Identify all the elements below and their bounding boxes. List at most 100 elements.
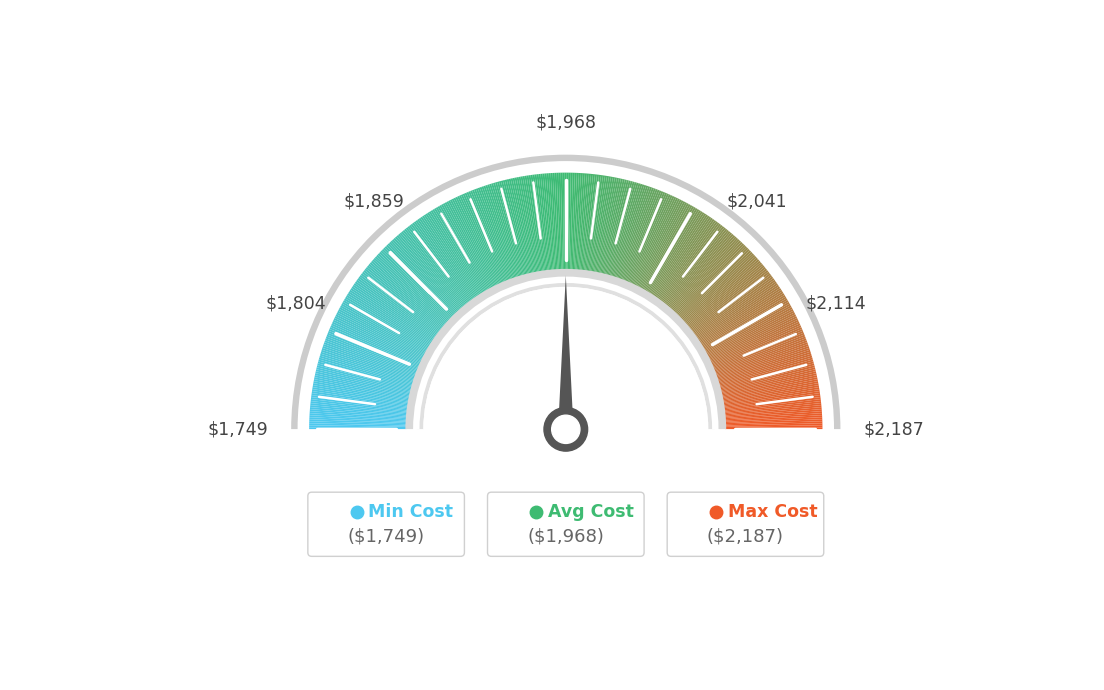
Wedge shape	[659, 221, 718, 301]
Wedge shape	[584, 175, 597, 271]
FancyBboxPatch shape	[488, 492, 644, 556]
Wedge shape	[328, 331, 418, 369]
Wedge shape	[593, 177, 611, 273]
Wedge shape	[725, 427, 822, 429]
Wedge shape	[407, 226, 468, 304]
Wedge shape	[669, 234, 733, 309]
Wedge shape	[417, 219, 475, 299]
Wedge shape	[591, 176, 607, 273]
Wedge shape	[421, 217, 477, 298]
Wedge shape	[507, 179, 530, 275]
Wedge shape	[713, 333, 805, 371]
Wedge shape	[654, 215, 710, 297]
Wedge shape	[364, 268, 442, 331]
Wedge shape	[365, 267, 443, 330]
Wedge shape	[681, 253, 754, 321]
Wedge shape	[479, 187, 513, 279]
Wedge shape	[478, 188, 512, 280]
Wedge shape	[677, 245, 745, 315]
Wedge shape	[331, 324, 421, 365]
Wedge shape	[575, 173, 583, 270]
Circle shape	[552, 415, 580, 444]
Wedge shape	[652, 215, 708, 297]
Wedge shape	[665, 228, 728, 306]
Wedge shape	[332, 319, 422, 362]
Wedge shape	[709, 318, 798, 362]
Wedge shape	[476, 188, 511, 280]
Wedge shape	[392, 239, 459, 312]
Wedge shape	[719, 355, 813, 385]
Wedge shape	[645, 206, 694, 291]
Wedge shape	[376, 255, 449, 322]
Wedge shape	[563, 172, 565, 270]
Wedge shape	[450, 199, 495, 287]
Wedge shape	[546, 173, 555, 270]
Wedge shape	[325, 340, 416, 375]
Wedge shape	[351, 286, 434, 342]
Wedge shape	[724, 415, 822, 422]
Wedge shape	[388, 243, 456, 315]
Wedge shape	[404, 228, 467, 306]
Wedge shape	[702, 297, 786, 348]
Wedge shape	[403, 230, 466, 306]
Wedge shape	[627, 193, 667, 283]
Wedge shape	[722, 385, 819, 403]
Wedge shape	[597, 178, 619, 274]
Wedge shape	[355, 279, 436, 337]
Wedge shape	[340, 306, 426, 353]
Wedge shape	[424, 215, 479, 297]
Wedge shape	[439, 205, 488, 291]
Wedge shape	[683, 256, 756, 323]
Wedge shape	[367, 266, 444, 328]
Wedge shape	[320, 354, 414, 384]
Wedge shape	[648, 210, 701, 294]
Wedge shape	[327, 333, 418, 371]
Wedge shape	[350, 288, 433, 343]
Wedge shape	[603, 179, 627, 275]
Wedge shape	[524, 176, 541, 273]
Wedge shape	[595, 177, 615, 273]
Wedge shape	[705, 306, 792, 353]
Wedge shape	[716, 348, 810, 380]
Wedge shape	[689, 267, 766, 330]
Wedge shape	[532, 175, 546, 271]
Wedge shape	[713, 335, 805, 372]
Wedge shape	[422, 215, 478, 297]
Wedge shape	[311, 397, 407, 411]
Wedge shape	[352, 285, 434, 341]
Wedge shape	[333, 318, 423, 362]
Wedge shape	[347, 293, 431, 346]
Wedge shape	[688, 264, 763, 328]
Wedge shape	[724, 411, 822, 420]
Wedge shape	[715, 344, 808, 377]
Wedge shape	[587, 175, 603, 272]
Wedge shape	[406, 270, 725, 429]
Wedge shape	[360, 275, 438, 335]
Wedge shape	[660, 222, 720, 302]
Wedge shape	[721, 375, 817, 397]
Wedge shape	[512, 178, 534, 274]
Wedge shape	[680, 250, 751, 319]
Text: ($2,187): ($2,187)	[707, 528, 784, 546]
Wedge shape	[310, 409, 407, 418]
Wedge shape	[715, 342, 808, 377]
Wedge shape	[581, 174, 591, 271]
Wedge shape	[675, 241, 743, 314]
Wedge shape	[714, 337, 806, 373]
Wedge shape	[596, 177, 617, 273]
Wedge shape	[707, 309, 794, 356]
Text: Min Cost: Min Cost	[368, 503, 453, 521]
Wedge shape	[629, 195, 671, 284]
Wedge shape	[346, 297, 429, 348]
Wedge shape	[698, 286, 781, 342]
Wedge shape	[614, 184, 645, 278]
Wedge shape	[418, 218, 476, 299]
Wedge shape	[396, 235, 461, 310]
Wedge shape	[636, 199, 680, 287]
Wedge shape	[657, 219, 714, 299]
Wedge shape	[443, 203, 490, 290]
Wedge shape	[585, 175, 599, 271]
Wedge shape	[425, 213, 480, 296]
Wedge shape	[703, 300, 788, 351]
Wedge shape	[431, 210, 484, 294]
